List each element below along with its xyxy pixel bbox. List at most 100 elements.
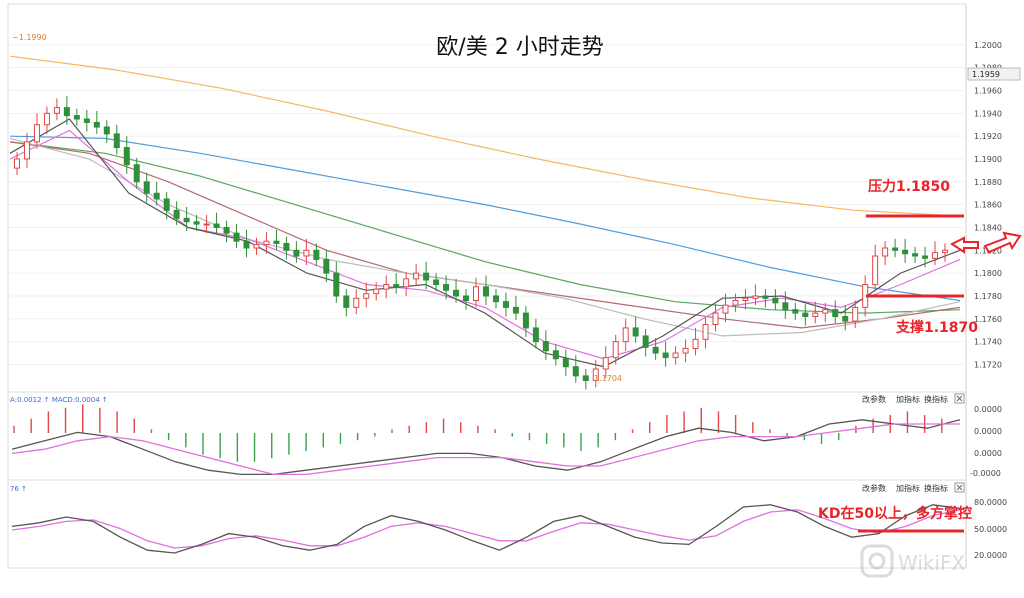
candle-body <box>13 158 20 169</box>
y-tick-label: 1.1860 <box>974 201 1002 210</box>
candle <box>113 124 120 155</box>
svg-text:WikiFX: WikiFX <box>898 551 966 575</box>
candle <box>403 271 410 296</box>
macd-indicator <box>11 404 961 476</box>
candle <box>173 201 180 226</box>
candle <box>333 261 340 303</box>
candle-body <box>343 295 350 308</box>
candle-body <box>642 335 649 348</box>
kd-d-line <box>11 509 961 549</box>
candle-body <box>552 350 559 360</box>
candle <box>53 98 60 121</box>
candle <box>343 289 350 317</box>
candle <box>393 273 400 294</box>
candle <box>872 244 879 292</box>
kd-tick-80: 80.0000 <box>974 498 1007 507</box>
candle-body <box>872 255 879 286</box>
candle <box>892 238 899 258</box>
candle-body <box>213 223 220 228</box>
candle-body <box>263 240 270 246</box>
resistance-label: 压力1.1850 <box>868 178 950 195</box>
candle <box>253 237 260 255</box>
candle-body <box>792 309 799 314</box>
kd-edit-params-button[interactable]: 改参数 <box>862 483 886 493</box>
candle-body <box>393 284 400 288</box>
candle <box>802 303 809 326</box>
candle <box>902 238 909 263</box>
candle <box>662 341 669 367</box>
candle <box>273 229 280 251</box>
candle-body <box>592 368 599 381</box>
y-tick-label: 1.1900 <box>974 155 1002 164</box>
candle <box>852 300 859 328</box>
candle-body <box>542 341 549 352</box>
macd-add-indicator-button[interactable]: 加指标 <box>896 394 920 404</box>
candle <box>742 289 749 310</box>
kd-note-label: KD在50以上，多方掌控 <box>818 505 972 522</box>
candle-body <box>113 133 120 149</box>
candle-body <box>173 209 180 219</box>
candle-body <box>293 249 300 257</box>
candle <box>153 181 160 206</box>
candle <box>453 278 460 303</box>
candle-body <box>812 312 819 318</box>
candle <box>512 295 519 320</box>
candle-body <box>902 249 909 255</box>
candle <box>782 291 789 319</box>
y-tick-label: 1.1740 <box>974 338 1002 347</box>
candle-body <box>822 309 829 314</box>
candle-body <box>582 375 589 381</box>
candle-body <box>383 284 390 290</box>
candle <box>692 327 699 356</box>
candle <box>213 212 220 235</box>
candle-body <box>453 289 460 297</box>
candle <box>582 369 589 390</box>
candle-body <box>323 258 330 274</box>
candle <box>882 241 889 266</box>
y-tick-label: 1.1800 <box>974 269 1002 278</box>
candle-body <box>672 352 679 359</box>
candle <box>562 349 569 376</box>
y-tick-label: 1.1960 <box>974 86 1002 95</box>
kd-header: 76 ↑ <box>10 485 27 493</box>
candle-body <box>443 284 450 291</box>
low-price-marker: 1.1704 <box>594 374 622 383</box>
candle-body <box>842 316 849 322</box>
ma-line-2 <box>9 135 961 302</box>
candle <box>482 275 489 306</box>
y-tick-label: 1.1780 <box>974 292 1002 301</box>
candle <box>443 275 450 300</box>
candle-body <box>363 293 370 299</box>
candle-body <box>752 295 759 299</box>
y-tick-label: 1.1880 <box>974 178 1002 187</box>
candle <box>542 330 549 360</box>
candle-body <box>313 249 320 260</box>
kd-add-indicator-button[interactable]: 加指标 <box>896 483 920 493</box>
kd-change-indicator-button[interactable]: 换指标 <box>924 483 948 493</box>
candle-body <box>732 300 739 306</box>
candle-body <box>782 302 789 311</box>
candle-body <box>33 124 40 143</box>
candle <box>263 232 270 254</box>
candle <box>373 282 380 301</box>
candle <box>303 238 310 266</box>
candle <box>383 275 390 299</box>
watermark-logo: WikiFX <box>860 544 966 578</box>
candle <box>33 113 40 149</box>
candle <box>63 96 70 125</box>
macd-edit-params-button[interactable]: 改参数 <box>862 394 886 404</box>
candle <box>293 241 300 263</box>
candle <box>552 343 559 366</box>
candle <box>532 318 539 349</box>
candle <box>702 317 709 349</box>
candle-body <box>273 240 280 244</box>
macd-dea-line <box>11 423 960 476</box>
macd-change-indicator-button[interactable]: 换指标 <box>924 394 948 404</box>
candle-body <box>512 306 519 314</box>
macd-tick-3: 0.0000 <box>974 449 1002 458</box>
ma-line-1 <box>9 55 961 217</box>
candle <box>762 289 769 308</box>
candle <box>572 355 579 383</box>
close-icon <box>956 395 963 402</box>
